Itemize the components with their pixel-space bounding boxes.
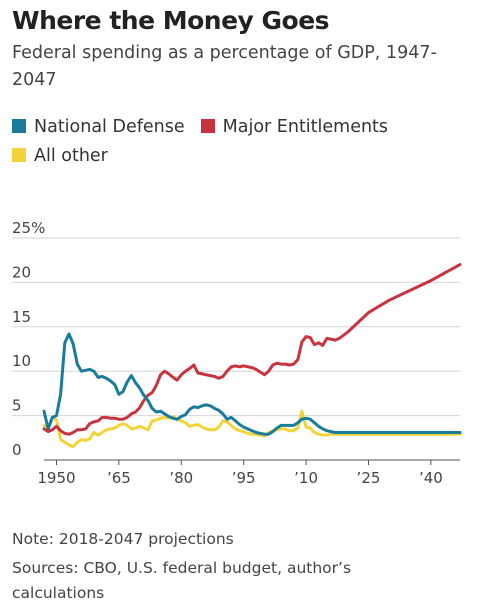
chart-subtitle: Federal spending as a percentage of GDP,… (12, 43, 437, 90)
x-tick-label: ’65 (107, 469, 131, 487)
legend-label-major-entitlements: Major Entitlements (222, 117, 389, 137)
x-tick-label: ’10 (294, 469, 318, 487)
y-tick-label: 25% (12, 219, 45, 237)
legend: National Defense Major Entitlements All ot… (12, 113, 472, 171)
y-tick-label: 0 (12, 441, 22, 459)
legend-swatch-major-entitlements (200, 119, 215, 133)
legend-label-national-defense: National Defense (34, 117, 185, 137)
legend-label-all-other: All other (34, 146, 108, 166)
legend-swatch-all-other (12, 148, 26, 162)
series-line-national-defense (42, 332, 462, 436)
y-tick-label: 20 (12, 263, 31, 281)
legend-item-national-defense: National Defense (12, 113, 185, 142)
x-tick-label: ’40 (419, 469, 443, 487)
legend-item-all-other: All other (12, 142, 108, 171)
y-tick-label: 10 (12, 352, 31, 370)
x-tick-label: ’25 (357, 469, 381, 487)
x-tick-label: 1950 (37, 469, 75, 487)
x-tick-label: ’80 (169, 469, 193, 487)
x-axis: 1950 ’65 ’80 ’95 ’10 ’25 ’40 (37, 459, 460, 487)
chart-sources: Sources: CBO, U.S. federal budget, autho… (12, 559, 352, 602)
legend-item-major-entitlements: Major Entitlements (200, 113, 389, 142)
y-tick-label: 5 (12, 397, 22, 415)
chart-note: Note: 2018-2047 projections (12, 530, 234, 548)
y-tick-label: 15 (12, 308, 31, 326)
chart-title: Where the Money Goes (12, 6, 330, 35)
gridlines (12, 237, 460, 417)
x-tick-label: ’95 (232, 469, 256, 487)
legend-swatch-national-defense (12, 119, 26, 133)
y-axis-tick-labels: 0 5 10 15 20 25% (12, 219, 45, 459)
series-lines (42, 263, 462, 449)
series-line-all-other (42, 409, 462, 449)
series-line-major-entitlements (42, 263, 462, 436)
